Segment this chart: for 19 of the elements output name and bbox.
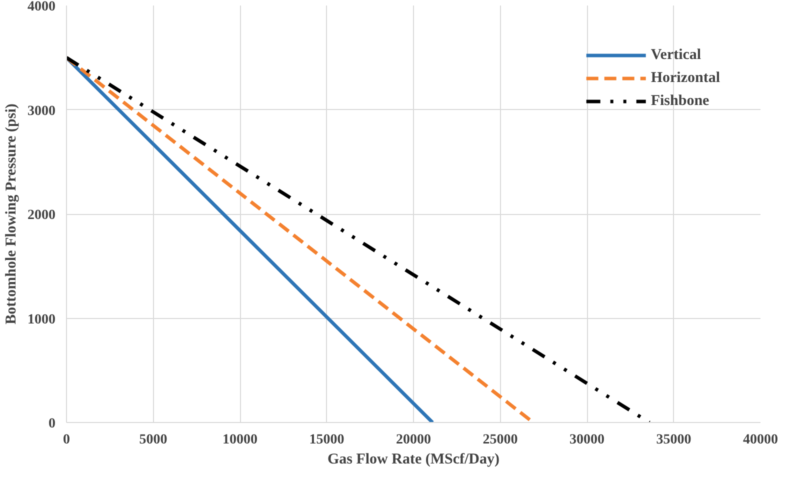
x-tick-label: 0 bbox=[63, 432, 70, 448]
legend-label: Horizontal bbox=[650, 70, 720, 86]
legend-label: Vertical bbox=[650, 46, 702, 64]
x-axis-title: Gas Flow Rate (MScf/Day) bbox=[327, 452, 500, 468]
x-tick-label: 5000 bbox=[139, 432, 168, 448]
x-tick-label: 10000 bbox=[222, 432, 258, 448]
x-tick-label: 35000 bbox=[656, 432, 692, 448]
y-tick-label: 0 bbox=[48, 416, 56, 432]
y-tick-label: 1000 bbox=[28, 312, 56, 328]
y-tick-label: 3000 bbox=[28, 104, 56, 119]
x-tick-label: 15000 bbox=[309, 432, 344, 448]
legend-label: Fishbone bbox=[650, 92, 710, 110]
x-tick-label: 25000 bbox=[482, 432, 518, 448]
x-tick-label: 20000 bbox=[396, 432, 431, 448]
x-tick-label: 40000 bbox=[743, 432, 778, 448]
x-tick-label: 30000 bbox=[570, 432, 604, 448]
y-tick-label: 2000 bbox=[28, 208, 56, 223]
y-axis-title: Bottomhole Flowing Pressure (psi) bbox=[4, 104, 20, 324]
y-tick-label: 4000 bbox=[28, 0, 56, 14]
